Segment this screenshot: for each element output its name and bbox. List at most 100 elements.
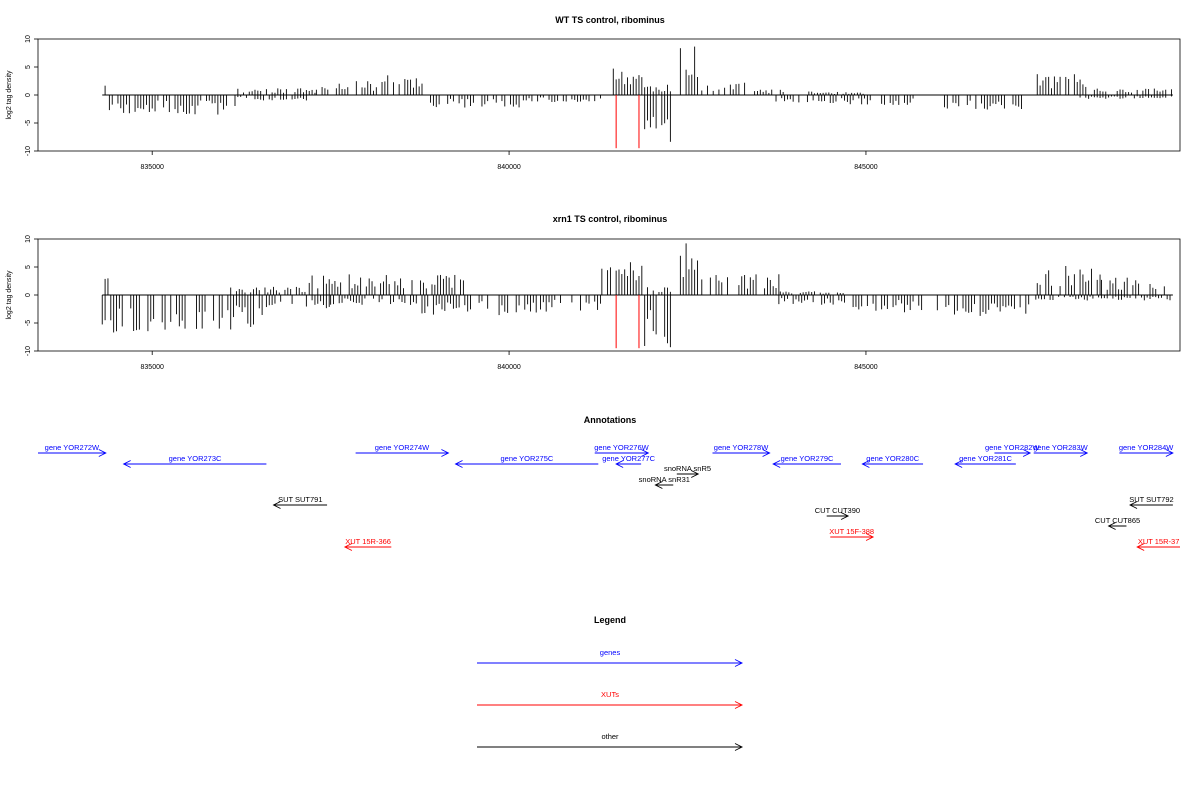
feature-label: snoRNA snR5 [664,464,711,473]
feature-label: gene YOR278W [714,443,769,452]
feature-arrow-head [272,501,281,509]
feature-label: gene YOR281C [959,454,1012,463]
annotation-feature: gene YOR272W [38,443,107,457]
y-tick-label: -10 [25,346,32,356]
y-tick-label: 10 [25,35,32,43]
y-tick-label: 0 [25,293,32,297]
feature-arrow-head [641,449,650,457]
annotation-feature: gene YOR280C [861,454,924,468]
feature-label: gene YOR275C [501,454,554,463]
annotation-feature: snoRNA snR5 [664,464,711,478]
annotation-feature: SUT SUT792 [1129,495,1174,509]
annotation-feature: gene YOR274W [355,443,450,457]
y-tick-label: 10 [25,235,32,243]
feature-label: CUT CUT390 [815,506,860,515]
feature-arrow-head [865,533,875,541]
x-tick-label: 840000 [497,164,520,171]
feature-label: gene YOR273C [169,454,222,463]
feature-label: gene YOR283W [1033,443,1088,452]
feature-label: gene YOR284W [1119,443,1174,452]
feature-arrow-head [840,512,850,520]
annotation-feature: gene YOR275C [454,454,599,468]
feature-label: XUT 15R-366 [345,537,391,546]
feature-arrow-head [122,460,131,468]
wt-track-y-axis-label: log2 tag density [6,70,13,120]
y-tick-label: 5 [25,65,32,69]
y-tick-label: -5 [25,320,32,326]
legend-arrow-head [734,743,744,751]
legend-label: genes [600,648,621,657]
xrn1-track-panel: xrn1 TS control, ribominus log2 tag dens… [6,214,1181,371]
legend-entry: XUTs [477,690,744,709]
feature-arrow-head [441,449,450,457]
feature-label: gene YOR274W [375,443,430,452]
feature-label: gene YOR276W [594,443,649,452]
feature-arrow-head [691,470,700,478]
feature-arrow-head [954,460,963,468]
wt-track-title: WT TS control, ribominus [555,15,665,25]
annotation-feature: XUT 15R-366 [343,537,392,551]
feature-label: gene YOR272W [45,443,100,452]
annotation-feature: gene YOR283W [1033,443,1089,457]
feature-label: CUT CUT865 [1095,516,1140,525]
legend-label: XUTs [601,690,619,699]
feature-label: gene YOR277C [602,454,655,463]
feature-arrow-head [98,449,107,457]
annotation-feature: XUT 15F-388 [829,527,874,541]
annotation-feature: snoRNA snR31 [639,475,690,489]
x-tick-label: 835000 [141,364,164,371]
annotation-feature: gene YOR278W [712,443,771,457]
feature-arrow-head [772,460,781,468]
feature-arrow-head [454,460,463,468]
x-tick-label: 845000 [854,364,877,371]
annotation-feature: gene YOR277C [602,454,656,468]
annotation-feature: CUT CUT390 [815,506,860,520]
legend-entry: other [477,732,744,751]
xrn1-track-title: xrn1 TS control, ribominus [553,214,668,224]
feature-arrow-head [654,481,663,489]
x-tick-label: 840000 [497,364,520,371]
feature-arrow-head [1080,449,1089,457]
annotation-feature: gene YOR282W [985,443,1040,457]
x-tick-label: 835000 [141,164,164,171]
annotation-feature: gene YOR284W [1119,443,1174,457]
annotations-panel: Annotations gene YOR272W gene YOR273C gene… [38,415,1180,551]
y-tick-label: 5 [25,265,32,269]
annotation-feature: XUT 15R-37 [1136,537,1180,551]
y-tick-label: -10 [25,146,32,156]
annotation-feature: gene YOR281C [954,454,1016,468]
feature-label: SUT SUT792 [1129,495,1173,504]
legend-arrow-head [734,701,744,709]
feature-arrow-head [1129,501,1138,509]
legend-label: other [601,732,619,741]
legend-panel: Legend genes XUTs other [477,615,744,751]
annotations-title: Annotations [584,415,637,425]
feature-label: gene YOR282W [985,443,1040,452]
legend-arrow-head [734,659,744,667]
feature-arrow-head [762,449,771,457]
feature-arrow-head [1165,449,1174,457]
x-tick-label: 845000 [854,164,877,171]
feature-label: SUT SUT791 [278,495,322,504]
feature-arrow-head [615,460,624,468]
feature-arrow-head [1136,543,1145,551]
annotation-feature: gene YOR276W [594,443,650,457]
feature-label: gene YOR279C [781,454,834,463]
feature-label: XUT 15R-37 [1138,537,1180,546]
wt-track-panel: WT TS control, ribominus log2 tag densit… [6,15,1181,171]
feature-arrow-head [861,460,870,468]
feature-arrow-head [343,543,353,551]
xrn1-track-y-axis-label: log2 tag density [6,270,13,320]
feature-label: XUT 15F-388 [829,527,874,536]
annotation-feature: gene YOR273C [122,454,267,468]
feature-label: snoRNA snR31 [639,475,690,484]
annotation-feature: CUT CUT865 [1095,516,1140,530]
y-tick-label: -5 [25,120,32,126]
legend-title: Legend [594,615,626,625]
annotation-feature: gene YOR279C [772,454,841,468]
feature-label: gene YOR280C [866,454,919,463]
legend-entry: genes [477,648,744,667]
feature-arrow-head [1107,522,1116,530]
annotation-feature: SUT SUT791 [272,495,328,509]
